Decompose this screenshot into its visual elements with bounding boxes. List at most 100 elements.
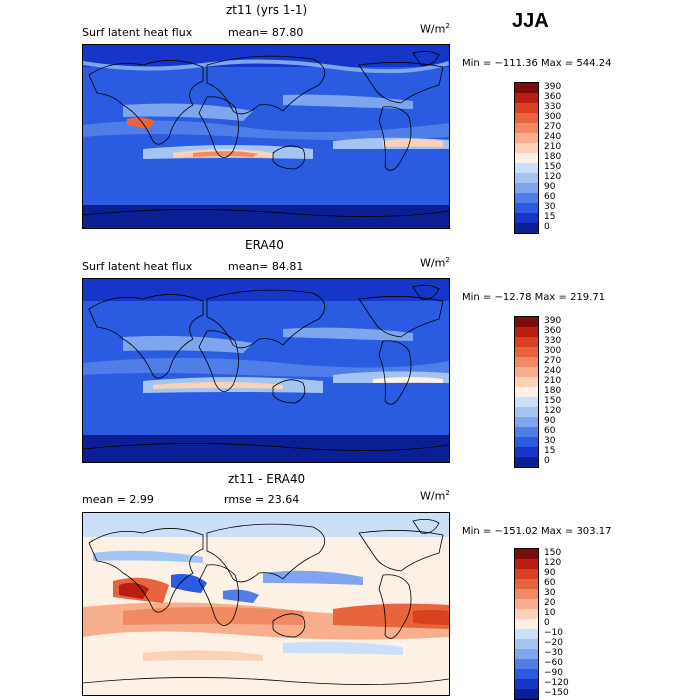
colorbar-swatch [515,213,538,223]
colorbar-swatch [515,377,538,387]
season-label: JJA [512,10,549,32]
colorbar-label: 30 [544,588,556,598]
colorbar-label: 270 [544,356,562,366]
colorbar-label: 330 [544,102,562,112]
colorbar-swatch [515,589,538,599]
colorbar-swatch [515,659,538,669]
colorbar-label: −20 [544,638,563,648]
colorbar-label: 300 [544,346,562,356]
colorbar-label: 360 [544,326,562,336]
colorbar-swatch [515,559,538,569]
colorbar-label: 270 [544,122,562,132]
colorbar-swatch [515,317,538,327]
colorbar-label: 120 [544,406,562,416]
colorbar-swatch [515,103,538,113]
colorbar-label: 120 [544,172,562,182]
colorbar-swatch [515,629,538,639]
colorbar-swatch [515,599,538,609]
colorbar-swatch [515,609,538,619]
colorbar-label: 15 [544,212,556,222]
colorbar-swatch [515,173,538,183]
panel-3-units: W/m2 [420,489,450,503]
colorbar-label: 60 [544,578,556,588]
colorbar-label: 15 [544,446,556,456]
colorbar-swatch [515,579,538,589]
colorbar-swatch [515,337,538,347]
colorbar-swatch [515,203,538,213]
panel-3-rmse: rmse = 23.64 [224,493,300,506]
panel-1-subtitle-left: Surf latent heat flux [82,26,193,39]
colorbar-label: 60 [544,192,556,202]
colorbar-label: 180 [544,386,562,396]
colorbar-swatches [514,316,539,468]
colorbar-swatch [515,679,538,689]
colorbar-label: 150 [544,548,562,558]
colorbar-swatch [515,183,538,193]
colorbar-label: 0 [544,618,550,628]
colorbar-swatch [515,153,538,163]
colorbar-swatch [515,417,538,427]
colorbar-label: 150 [544,396,562,406]
colorbar-label: −120 [544,678,569,688]
colorbar-swatch [515,619,538,629]
colorbar-swatch [515,367,538,377]
panel-3-colorbar: 150 120 90 60 30 20 10 0 −10 −20 −30 −60 −90 −120 −150 [514,548,574,700]
colorbar-label: 330 [544,336,562,346]
colorbar-swatch [515,193,538,203]
colorbar-label: 120 [544,558,562,568]
colorbar-label: 90 [544,416,556,426]
colorbar-swatch [515,83,538,93]
panel-2-units: W/m2 [420,256,450,270]
colorbar-label: 20 [544,598,556,608]
colorbar-label: 90 [544,182,556,192]
panel-3-map [82,512,450,696]
panel-1-units: W/m2 [420,22,450,36]
colorbar-label: 30 [544,202,556,212]
colorbar-label: 300 [544,112,562,122]
panel-1-title: zt11 (yrs 1-1) [226,3,308,17]
panel-3-title: zt11 - ERA40 [228,472,306,486]
colorbar-swatch [515,639,538,649]
colorbar-label: 210 [544,142,562,152]
panel-1-minmax: Min = −111.36 Max = 544.24 [462,58,612,69]
colorbar-label: 10 [544,608,556,618]
panel-1-map [82,44,450,229]
colorbar-label: 0 [544,456,550,466]
colorbar-swatches [514,548,539,700]
colorbar-swatches [514,82,539,234]
colorbar-swatch [515,93,538,103]
panel-1-mean: mean= 87.80 [228,26,304,39]
colorbar-label: 60 [544,426,556,436]
colorbar-label: 240 [544,132,562,142]
colorbar-swatch [515,437,538,447]
colorbar-label: 240 [544,366,562,376]
panel-2-minmax: Min = −12.78 Max = 219.71 [462,292,606,303]
panel-2-mean: mean= 84.81 [228,260,304,273]
colorbar-swatch [515,133,538,143]
colorbar-swatch [515,387,538,397]
colorbar-label: 390 [544,316,562,326]
colorbar-label: 390 [544,82,562,92]
colorbar-label: −60 [544,658,563,668]
panel-2-colorbar: 390 360 330 300 270 240 210 180 150 120 90 60 30 15 0 [514,316,574,468]
panel-2-title: ERA40 [245,238,284,252]
colorbar-swatch [515,649,538,659]
colorbar-label: 210 [544,376,562,386]
colorbar-swatch [515,113,538,123]
panel-2-map [82,278,450,463]
panel-3-mean: mean = 2.99 [82,493,154,506]
colorbar-swatch [515,397,538,407]
colorbar-swatch [515,123,538,133]
colorbar-swatch [515,407,538,417]
panel-3-minmax: Min = −151.02 Max = 303.17 [462,526,612,537]
colorbar-label: 90 [544,568,556,578]
panel-1-colorbar: 390 360 330 300 270 240 210 180 150 120 90 60 30 15 0 [514,82,574,234]
colorbar-swatch [515,669,538,679]
colorbar-label: 180 [544,152,562,162]
colorbar-swatch [515,223,538,233]
colorbar-label: 0 [544,222,550,232]
colorbar-swatch [515,347,538,357]
colorbar-swatch [515,357,538,367]
colorbar-swatch [515,163,538,173]
colorbar-label: 30 [544,436,556,446]
